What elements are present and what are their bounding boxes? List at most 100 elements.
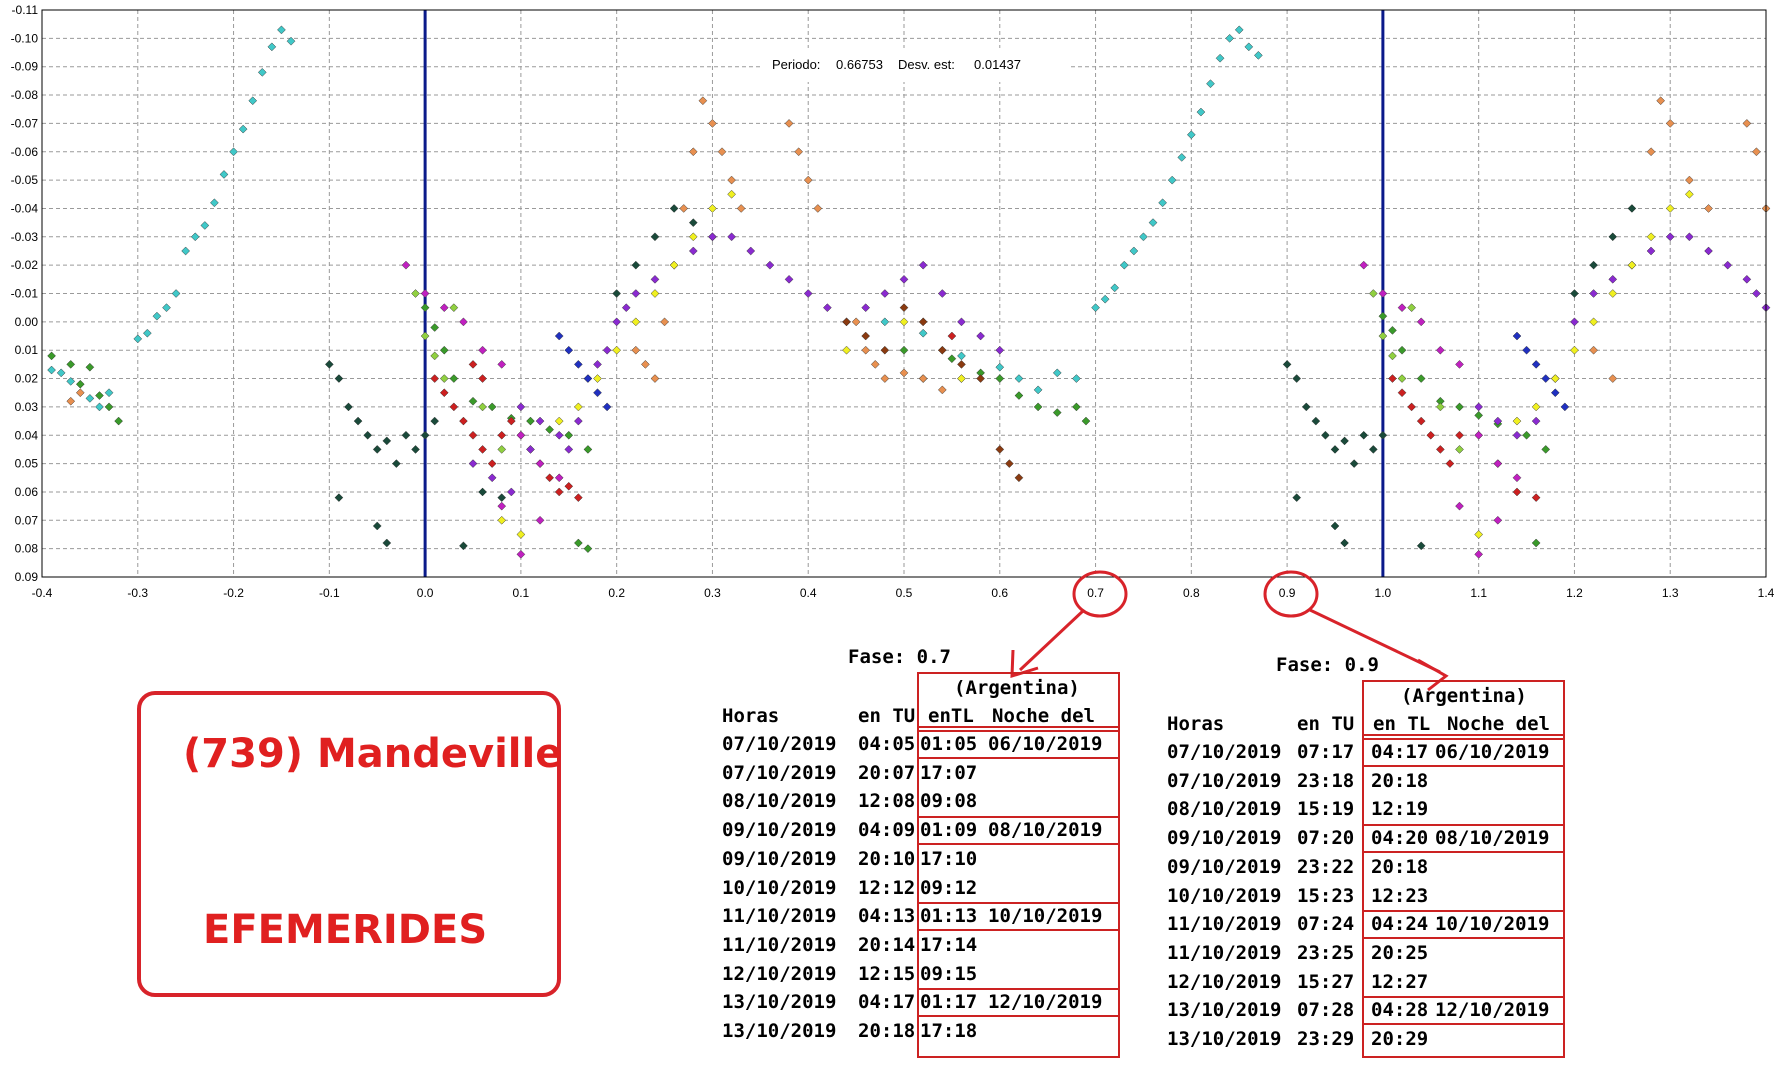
data-point (1512, 416, 1522, 426)
fase-09-label: Fase: 0.9 (1276, 654, 1379, 676)
data-point (1196, 107, 1206, 117)
data-point (708, 232, 717, 242)
data-point (468, 360, 478, 369)
cell-tu: 07:17 (1297, 741, 1355, 763)
cell-noche: 08/10/2019 (1435, 827, 1550, 850)
data-point (976, 374, 985, 383)
data-point (1550, 374, 1560, 383)
cell-date: 09/10/2019 (1167, 855, 1282, 878)
data-point (1570, 289, 1579, 298)
cell-tu: 04:09 (858, 819, 916, 842)
data-point (1254, 51, 1263, 60)
data-point (1550, 388, 1560, 398)
highlight-row-box (917, 816, 1120, 846)
data-point (1244, 42, 1254, 52)
data-point (171, 289, 181, 298)
x-tick-label: 0.4 (800, 586, 817, 600)
data-point (468, 396, 478, 406)
data-point (1522, 345, 1531, 355)
data-point (727, 189, 736, 199)
data-point (602, 345, 612, 355)
x-tick-label: -0.2 (223, 586, 244, 600)
data-point (334, 374, 344, 383)
data-point (937, 385, 947, 395)
data-point (497, 515, 507, 525)
data-point (1378, 311, 1388, 321)
y-tick-label: 0.09 (15, 570, 39, 584)
data-point (430, 351, 440, 361)
highlight-row-box (917, 902, 1120, 932)
y-tick-label: -0.03 (11, 230, 39, 244)
cell-date: 11/10/2019 (722, 933, 837, 956)
data-point (746, 246, 756, 256)
data-point (1541, 445, 1551, 454)
data-point (1416, 416, 1426, 426)
cell-tu: 15:27 (1297, 970, 1355, 993)
data-point (1531, 538, 1541, 548)
data-point (1512, 487, 1522, 497)
data-point (1416, 374, 1426, 383)
cell-tl: 17:10 (920, 847, 978, 870)
data-point (478, 374, 487, 383)
cell-tu: 20:14 (858, 933, 916, 956)
highlight-row-box (917, 988, 1120, 1018)
cell-tl: 01:13 (920, 905, 978, 928)
data-point (803, 289, 813, 298)
data-point (784, 119, 794, 128)
cell-tl: 01:05 (920, 733, 978, 755)
data-point (899, 274, 909, 284)
data-point (411, 445, 420, 454)
data-point (545, 473, 554, 483)
data-point (1340, 538, 1349, 548)
y-tick-label: -0.05 (11, 173, 39, 187)
data-point (957, 360, 966, 369)
data-point (1455, 430, 1464, 440)
data-point (1349, 459, 1359, 468)
cell-tl: 20:29 (1371, 1028, 1429, 1050)
data-point (631, 317, 641, 327)
y-tick-label: 0.03 (15, 400, 39, 414)
data-point (794, 147, 803, 157)
header-horas: Horas (1167, 713, 1225, 735)
data-point (286, 36, 296, 46)
data-point (813, 204, 823, 213)
data-point (1512, 430, 1522, 440)
y-tick-label: 0.06 (15, 485, 39, 499)
data-point (478, 345, 487, 355)
data-point (669, 204, 679, 213)
data-point (1455, 445, 1464, 454)
data-point (1177, 153, 1187, 162)
cell-date: 08/10/2019 (1167, 798, 1282, 821)
region-header-box (1362, 680, 1565, 736)
data-point (497, 360, 507, 369)
data-point (918, 260, 928, 270)
data-point (1129, 246, 1139, 256)
y-tick-label: -0.09 (11, 60, 39, 74)
data-point (1752, 289, 1761, 298)
highlight-circle-09 (1263, 570, 1319, 618)
data-point (1388, 326, 1397, 335)
data-point (420, 303, 430, 313)
highlight-row-box (1362, 910, 1565, 940)
data-point (918, 374, 928, 383)
highlight-circle-07 (1072, 570, 1128, 618)
data-point (439, 388, 449, 398)
data-point (937, 289, 947, 298)
data-point (554, 473, 564, 483)
cell-tl: 04:20 (1371, 827, 1429, 850)
highlight-row-box (1362, 996, 1565, 1026)
header-tl: enTL (928, 705, 974, 727)
cell-tl: 20:18 (1371, 769, 1429, 792)
data-point (861, 331, 871, 341)
data-point (631, 345, 641, 355)
title-box: (739) Mandeville EFEMERIDES (137, 691, 562, 997)
data-point (1474, 402, 1484, 412)
cell-date: 10/10/2019 (1167, 884, 1282, 907)
region-label: (Argentina) (1401, 685, 1527, 707)
data-point (1292, 493, 1302, 502)
data-point (1301, 402, 1311, 412)
data-point (1493, 416, 1503, 426)
data-point (1330, 521, 1340, 531)
cell-tl: 12:27 (1371, 970, 1429, 993)
x-tick-label: 0.5 (896, 586, 913, 600)
